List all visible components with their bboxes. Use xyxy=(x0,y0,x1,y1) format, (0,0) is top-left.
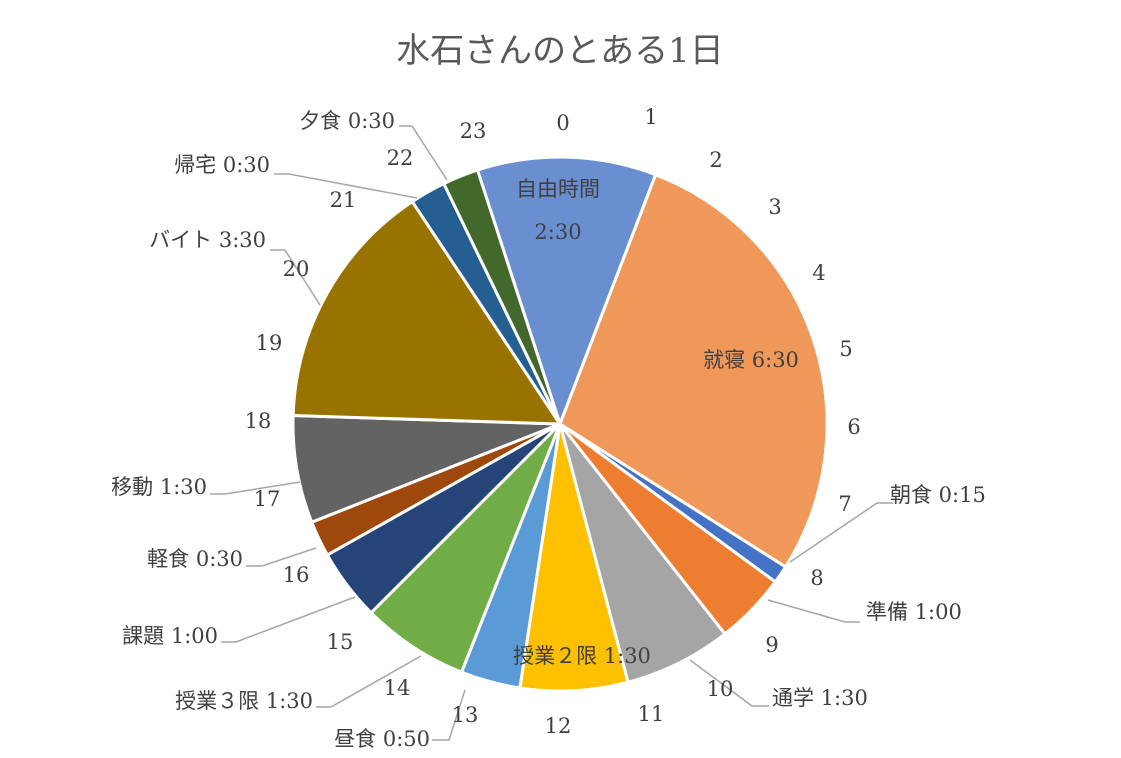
hour-tick-label: 12 xyxy=(545,714,572,738)
slice-leader-line xyxy=(689,659,769,707)
slice-leader-line xyxy=(432,689,466,741)
slice-leader-line xyxy=(399,125,448,181)
slice-label: 自由時間 2:30 xyxy=(516,177,600,244)
hour-tick-label: 1 xyxy=(644,105,657,129)
slice-label: 夕食 0:30 xyxy=(299,109,395,133)
slice-leader-line xyxy=(316,655,422,708)
hour-tick-label: 16 xyxy=(283,563,310,587)
slice-label: 移動 1:30 xyxy=(111,475,207,499)
slice-label: 昼食 0:50 xyxy=(334,727,430,751)
slice-label: 授業３限 1:30 xyxy=(175,689,313,713)
slice-labels-layer: 自由時間 2:30 就寝 6:30 朝食 0:15 準備 1:00 通学 1:30 授業２限… xyxy=(111,109,986,751)
pie-slice xyxy=(369,422,562,674)
hour-tick-label: 23 xyxy=(460,119,487,143)
slice-leader-line xyxy=(767,599,860,623)
hour-tick-label: 20 xyxy=(283,257,310,281)
pie-slice xyxy=(475,155,658,426)
pie-slice xyxy=(291,414,562,524)
hour-tick-label: 8 xyxy=(810,566,823,590)
slice-label: 準備 1:00 xyxy=(866,600,962,624)
hour-tick-label: 10 xyxy=(707,677,734,701)
pie-slice xyxy=(291,200,562,426)
slice-leader-line xyxy=(246,547,317,567)
hour-tick-label: 18 xyxy=(245,409,272,433)
slice-label: 授業２限 1:30 xyxy=(513,644,651,668)
hour-tick-label: 3 xyxy=(768,195,781,219)
hour-tick-label: 5 xyxy=(839,337,852,361)
hour-tick-label: 17 xyxy=(254,487,281,511)
hour-tick-label: 21 xyxy=(330,188,357,212)
leader-lines-layer xyxy=(210,125,893,741)
slice-label: 朝食 0:15 xyxy=(890,483,986,507)
hour-tick-label: 22 xyxy=(387,146,414,170)
chart-title: 水石さんのとある1日 xyxy=(396,31,724,71)
hour-tick-label: 0 xyxy=(556,111,569,135)
slices-layer xyxy=(291,155,829,693)
hour-tick-label: 6 xyxy=(847,415,860,439)
hour-tick-label: 14 xyxy=(384,676,411,700)
pie-slice xyxy=(558,173,829,569)
hour-tick-label: 19 xyxy=(256,331,283,355)
pie-slice xyxy=(518,422,630,693)
slice-leader-line xyxy=(210,481,301,495)
hour-tick-label: 13 xyxy=(452,703,479,727)
slice-leader-line xyxy=(270,249,321,306)
slice-label: 軽食 0:30 xyxy=(147,547,243,571)
hour-tick-label: 7 xyxy=(838,492,851,516)
slice-label: 就寝 6:30 xyxy=(703,348,799,372)
slice-leader-line xyxy=(789,502,893,563)
slice-label: バイト 3:30 xyxy=(149,228,266,252)
hour-tick-label: 11 xyxy=(638,702,665,726)
hour-tick-label: 9 xyxy=(765,633,778,657)
pie-slice xyxy=(442,168,562,426)
hour-tick-label: 2 xyxy=(709,148,722,172)
pie-slice xyxy=(558,422,727,684)
slice-leader-line xyxy=(274,173,418,199)
slice-leader-line xyxy=(221,596,356,643)
hour-tick-label: 15 xyxy=(327,630,354,654)
hour-tick-label: 4 xyxy=(812,261,825,285)
slice-label: 課題 1:00 xyxy=(122,624,218,648)
slice-label: 通学 1:30 xyxy=(772,686,868,710)
slice-label: 帰宅 0:30 xyxy=(174,153,270,177)
